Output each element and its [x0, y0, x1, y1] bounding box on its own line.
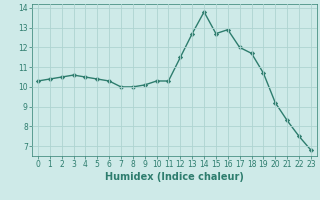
X-axis label: Humidex (Indice chaleur): Humidex (Indice chaleur) [105, 172, 244, 182]
